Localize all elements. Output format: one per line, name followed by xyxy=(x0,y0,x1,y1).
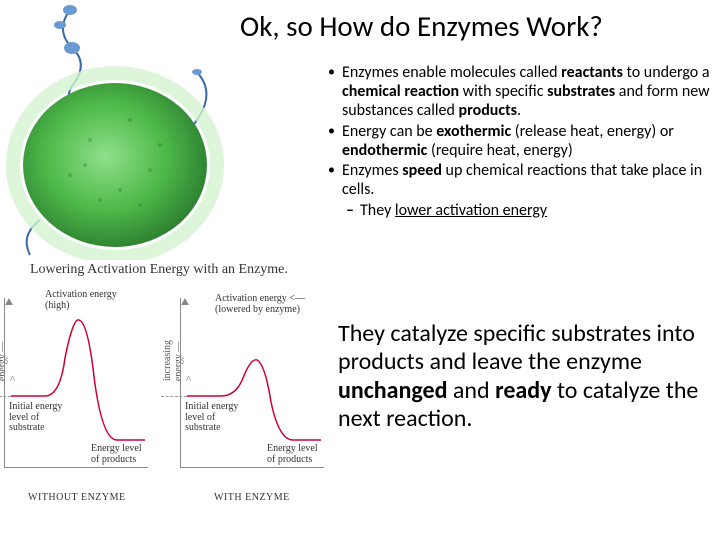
axes: Activation energy (high) Initial energy … xyxy=(4,298,148,468)
sub-bullet-item: They lower activation energy xyxy=(342,202,712,221)
axes: Activation energy <— (lowered by enzyme)… xyxy=(180,298,324,468)
activation-energy-diagram: Lowering Activation Energy with an Enzym… xyxy=(0,262,336,540)
panel-caption: WITHOUT ENZYME xyxy=(28,492,126,503)
summary-paragraph: They catalyze specific substrates into p… xyxy=(338,320,708,433)
bullet-item: Energy can be exothermic (release heat, … xyxy=(328,123,712,161)
slide-title: Ok, so How do Enzymes Work? xyxy=(240,8,710,44)
cell-illustration xyxy=(0,0,235,260)
bullet-item: Enzymes enable molecules called reactant… xyxy=(328,64,712,121)
bullet-list: Enzymes enable molecules called reactant… xyxy=(328,64,712,223)
panel-caption: WITH ENZYME xyxy=(214,492,290,503)
diagram-title: Lowering Activation Energy with an Enzym… xyxy=(30,262,288,278)
bullet-item: Enzymes speed up chemical reactions that… xyxy=(328,162,712,221)
